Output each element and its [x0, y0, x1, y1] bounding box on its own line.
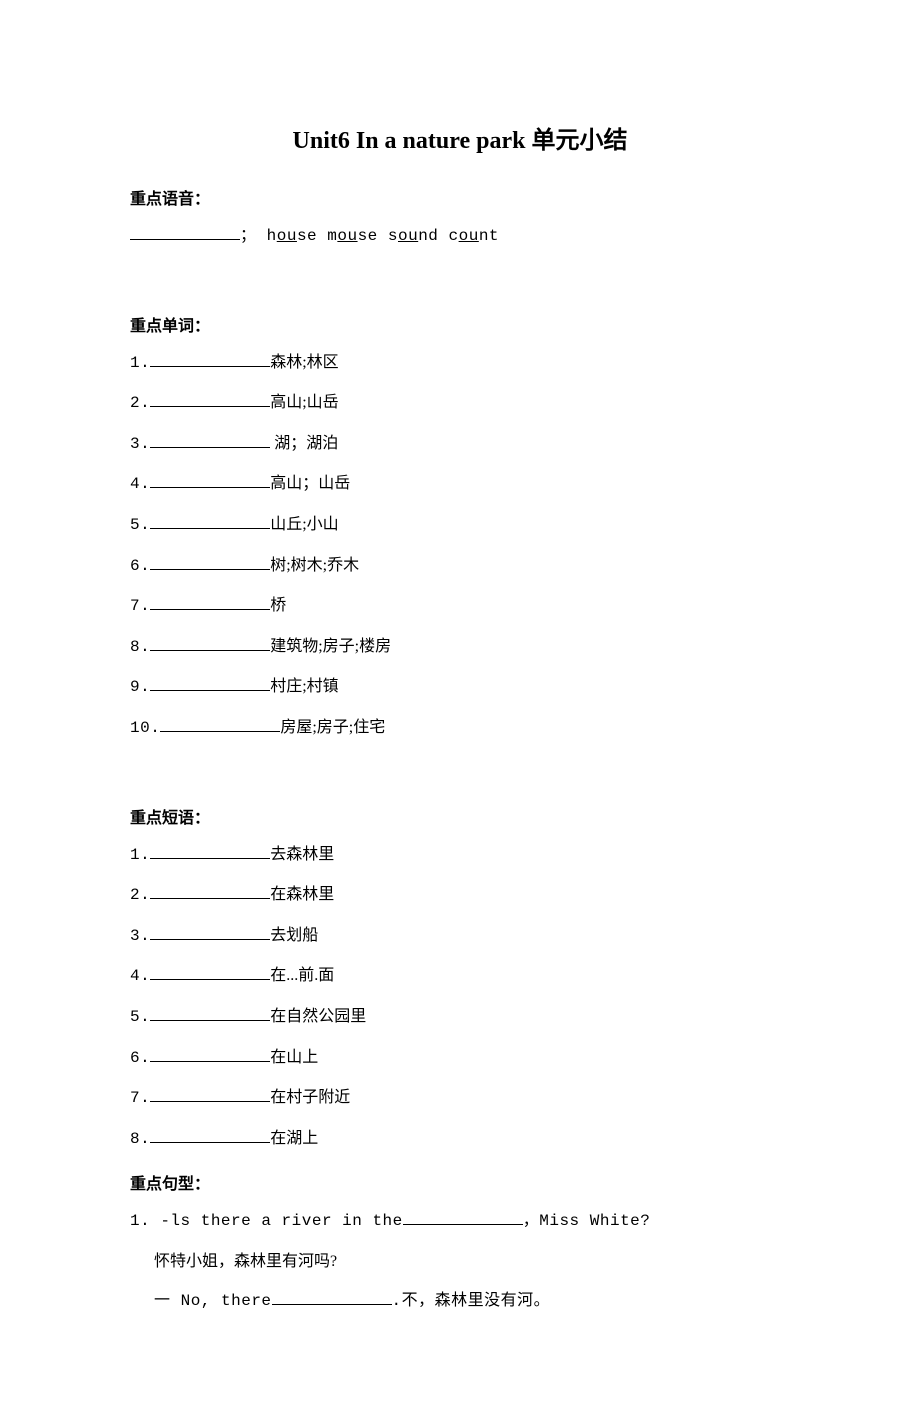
phrase-cn: 在自然公园里: [270, 1008, 366, 1025]
vocab-cn: 树;树木;乔木: [270, 557, 359, 574]
vocab-item: 5. 山丘;小山: [130, 512, 790, 539]
vocab-num: 8.: [130, 638, 150, 656]
phrase-cn: 在湖上: [270, 1130, 318, 1147]
phrase-item: 7. 在村子附近: [130, 1085, 790, 1112]
vocab-blank: [150, 674, 270, 691]
phrase-blank: [150, 842, 270, 859]
vocab-num: 10.: [130, 719, 160, 737]
vocab-heading: 重点单词：: [130, 312, 790, 336]
vocab-blank: [150, 553, 270, 570]
sentence-1-blank: [403, 1208, 523, 1225]
sentence-1-num: 1.: [130, 1212, 150, 1230]
phonics-word-3: sound: [388, 227, 439, 245]
phrase-cn: 在...前.面: [270, 967, 334, 984]
phrase-num: 3.: [130, 927, 150, 945]
phonics-line: ； house mouse sound count: [130, 223, 790, 250]
phrase-blank: [150, 923, 270, 940]
vocab-num: 2.: [130, 394, 150, 412]
vocab-item: 4. 高山；山岳: [130, 471, 790, 498]
phrase-cn: 去森林里: [270, 846, 334, 863]
phrase-blank: [150, 1085, 270, 1102]
vocab-cn: 山丘;小山: [270, 516, 338, 533]
vocab-num: 1.: [130, 354, 150, 372]
vocab-cn: 高山;山岳: [270, 394, 338, 411]
title-en: Unit6 In a nature park: [293, 128, 526, 154]
vocab-item: 10. 房屋;房子;住宅: [130, 715, 790, 742]
phonics-word-4: count: [449, 227, 500, 245]
vocab-item: 8. 建筑物;房子;楼房: [130, 634, 790, 661]
sentence-2-blank: [272, 1288, 392, 1305]
vocab-blank: [150, 471, 270, 488]
phrase-cn: 去划船: [270, 927, 318, 944]
phrase-num: 6.: [130, 1049, 150, 1067]
vocab-item: 7. 桥: [130, 593, 790, 620]
vocab-cn: 桥: [270, 597, 286, 614]
phrase-item: 5. 在自然公园里: [130, 1004, 790, 1031]
vocab-cn: 湖；湖泊: [270, 435, 338, 452]
sentence-1-en-b: ，Miss White?: [523, 1212, 651, 1230]
phrase-item: 4. 在...前.面: [130, 963, 790, 990]
phrases-heading: 重点短语：: [130, 804, 790, 828]
vocab-cn: 森林;林区: [270, 354, 338, 371]
phrase-cn: 在山上: [270, 1049, 318, 1066]
vocab-item: 1. 森林;林区: [130, 350, 790, 377]
phrase-item: 1. 去森林里: [130, 842, 790, 869]
phrase-item: 3. 去划船: [130, 923, 790, 950]
phonics-prefix: ；: [240, 227, 257, 245]
vocab-num: 4.: [130, 475, 150, 493]
phrase-num: 1.: [130, 846, 150, 864]
vocab-item: 3. 湖；湖泊: [130, 431, 790, 458]
phrase-num: 8.: [130, 1130, 150, 1148]
vocab-num: 6.: [130, 557, 150, 575]
phonics-heading: 重点语音：: [130, 185, 790, 209]
vocab-num: 7.: [130, 597, 150, 615]
phonics-word-1: house: [267, 227, 318, 245]
phonics-blank: [130, 223, 240, 240]
vocab-cn: 高山；山岳: [270, 475, 350, 492]
sentence-2-en-b: .不，森林里没有河。: [392, 1292, 551, 1310]
vocab-blank: [150, 593, 270, 610]
sentence-1-cn: 怀特小姐，森林里有河吗?: [130, 1249, 790, 1275]
vocab-num: 3.: [130, 435, 150, 453]
vocab-blank: [160, 715, 280, 732]
vocab-item: 6. 树;树木;乔木: [130, 553, 790, 580]
phrase-cn: 在村子附近: [270, 1089, 350, 1106]
vocab-blank: [150, 431, 270, 448]
vocab-blank: [150, 350, 270, 367]
vocab-blank: [150, 634, 270, 651]
title-cn: 单元小结: [531, 128, 627, 154]
page-title: Unit6 In a nature park 单元小结: [130, 120, 790, 155]
vocab-item: 2. 高山;山岳: [130, 390, 790, 417]
phrase-item: 8. 在湖上: [130, 1126, 790, 1153]
sentence-1-en-a: -ls there a river in the: [160, 1212, 402, 1230]
phrase-item: 2. 在森林里: [130, 882, 790, 909]
sentence-1-en: 1. -ls there a river in the ，Miss White?: [130, 1208, 790, 1235]
phrase-num: 4.: [130, 967, 150, 985]
phrase-blank: [150, 1126, 270, 1143]
vocab-cn: 房屋;房子;住宅: [280, 719, 385, 736]
phrase-blank: [150, 882, 270, 899]
vocab-blank: [150, 512, 270, 529]
phrase-num: 5.: [130, 1008, 150, 1026]
phonics-word-2: mouse: [327, 227, 378, 245]
phrase-blank: [150, 963, 270, 980]
vocab-num: 5.: [130, 516, 150, 534]
phrase-num: 2.: [130, 886, 150, 904]
phrase-item: 6. 在山上: [130, 1045, 790, 1072]
vocab-item: 9. 村庄;村镇: [130, 674, 790, 701]
sentences-heading: 重点句型：: [130, 1170, 790, 1194]
phrase-num: 7.: [130, 1089, 150, 1107]
phrase-blank: [150, 1045, 270, 1062]
vocab-num: 9.: [130, 678, 150, 696]
vocab-cn: 建筑物;房子;楼房: [270, 638, 391, 655]
phrase-cn: 在森林里: [270, 886, 334, 903]
vocab-blank: [150, 390, 270, 407]
vocab-cn: 村庄;村镇: [270, 678, 338, 695]
phrase-blank: [150, 1004, 270, 1021]
sentence-2-en-a: 一 No, there: [154, 1292, 272, 1310]
